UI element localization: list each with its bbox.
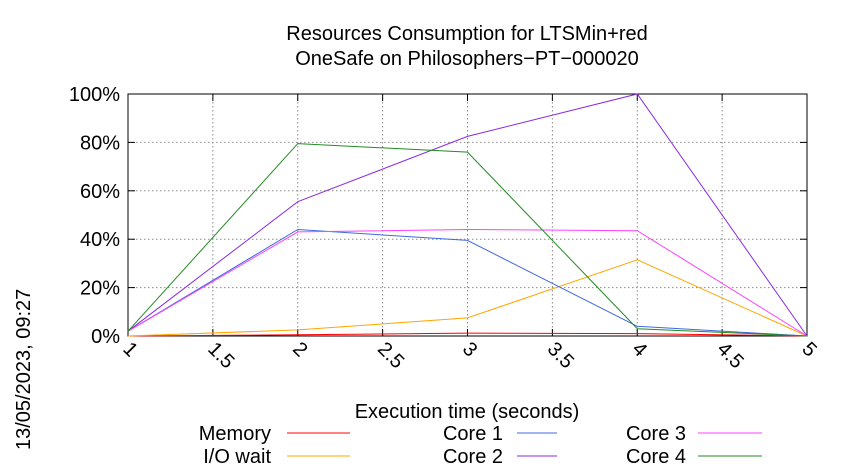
y-tick-label: 0% xyxy=(91,326,120,348)
legend-label: Core 1 xyxy=(443,423,503,445)
timestamp: 13/05/2023, 09:27 xyxy=(13,289,35,450)
y-tick-label: 20% xyxy=(80,278,120,300)
series-line-i-o-wait xyxy=(127,259,808,337)
x-tick-label: 1.5 xyxy=(203,338,238,373)
legend-label: Core 3 xyxy=(626,423,686,445)
y-tick-label: 40% xyxy=(80,229,120,251)
series-line-core-1 xyxy=(127,228,808,337)
legend-label: Memory xyxy=(199,423,271,445)
x-tick-label: 3 xyxy=(458,338,481,361)
x-tick-label: 4 xyxy=(628,338,651,361)
y-tick-label: 60% xyxy=(80,181,120,203)
x-axis-label: Execution time (seconds) xyxy=(355,401,580,423)
series-lines xyxy=(127,93,808,337)
grid xyxy=(127,93,808,337)
x-tick-label: 3.5 xyxy=(543,338,578,373)
series-line-core-4 xyxy=(127,143,808,337)
x-tick-label: 2.5 xyxy=(373,338,408,373)
x-tick-label: 5 xyxy=(797,338,820,361)
chart-title-line-2: OneSafe on Philosophers−PT−000020 xyxy=(295,48,639,70)
y-tick-label: 80% xyxy=(80,132,120,154)
x-tick-label: 2 xyxy=(288,338,311,361)
chart-title-line-1: Resources Consumption for LTSMin+red xyxy=(286,23,647,45)
legend-label: Core 2 xyxy=(443,446,503,468)
series-line-core-3 xyxy=(127,228,808,337)
x-tick-label: 4.5 xyxy=(713,338,748,373)
legend-label: I/O wait xyxy=(203,446,271,468)
series-line-memory xyxy=(127,332,808,337)
y-tick-label: 100% xyxy=(69,84,120,106)
y-axis: 0% 20% 40% 60% 80% 100% xyxy=(69,84,807,348)
series-line-core-2 xyxy=(127,93,808,337)
x-tick-label: 1 xyxy=(118,338,141,361)
legend-label: Core 4 xyxy=(626,446,686,468)
